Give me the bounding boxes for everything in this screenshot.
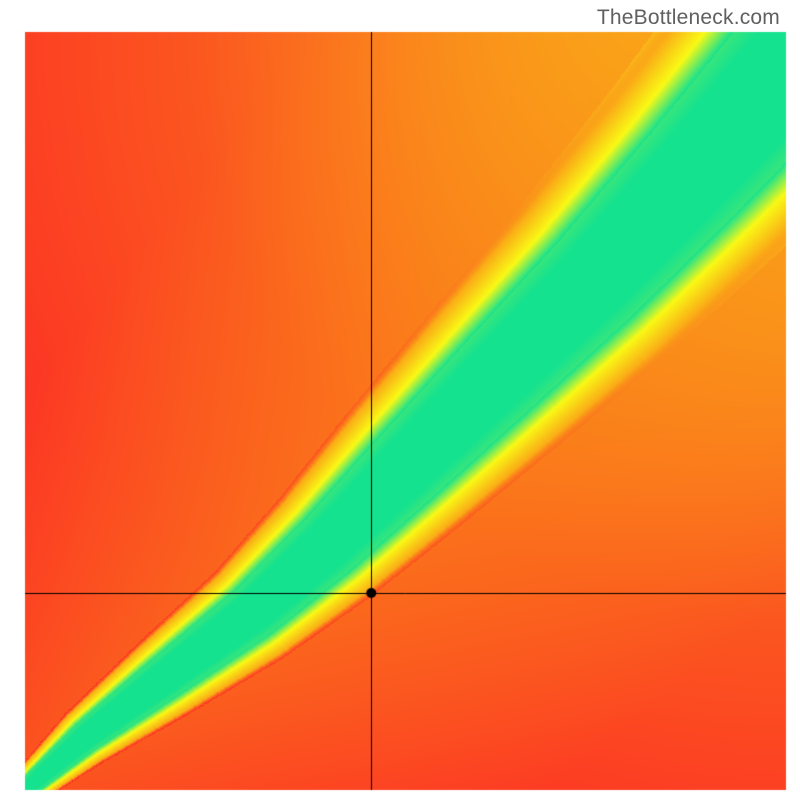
watermark-text: TheBottleneck.com: [597, 6, 780, 30]
bottleneck-heatmap: [0, 0, 800, 800]
